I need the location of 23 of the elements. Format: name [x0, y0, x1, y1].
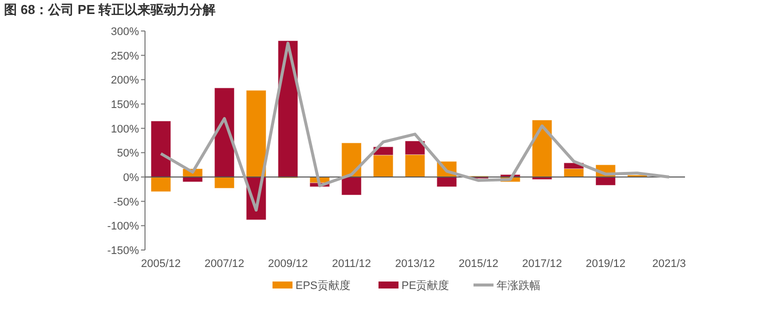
y-tick-label: 100%	[110, 123, 140, 136]
x-tick-label: 2013/12	[395, 258, 435, 270]
legend-label: 年涨跌幅	[496, 280, 540, 292]
x-tick-label: 2021/3	[652, 258, 686, 270]
y-tick-label: 0%	[123, 172, 140, 184]
y-tick-label: 250%	[110, 50, 140, 62]
x-tick-label: 2015/12	[458, 258, 498, 270]
x-tick-label: 2019/12	[586, 258, 626, 270]
y-tick-label: 200%	[110, 74, 140, 87]
legend-label: PE贡献度	[402, 279, 450, 292]
y-tick-label: 300%	[110, 26, 140, 38]
y-tick-label: 150%	[110, 99, 140, 111]
x-tick-label: 2017/12	[522, 258, 562, 270]
y-tick-label: -100%	[107, 220, 140, 233]
x-tick-label: 2011/12	[332, 258, 371, 270]
x-tick-label: 2009/12	[268, 258, 308, 270]
y-tick-label: -150%	[107, 245, 140, 257]
x-tick-label: 2005/12	[141, 258, 181, 270]
y-tick-label: 50%	[116, 148, 140, 160]
chart-title: 图 68：公司 PE 转正以来驱动力分解	[4, 2, 216, 17]
legend-label: EPS贡献度	[296, 279, 351, 292]
y-tick-label: -50%	[113, 196, 140, 208]
x-tick-label: 2007/12	[204, 258, 244, 270]
